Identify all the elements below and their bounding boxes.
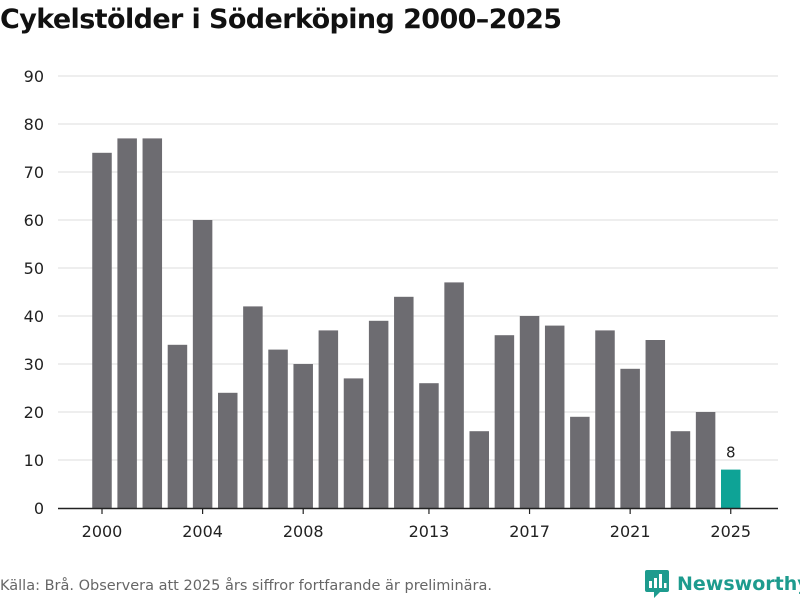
bar-2018 — [544, 325, 565, 508]
y-tick-label: 0 — [34, 499, 44, 518]
bar-2013 — [419, 383, 439, 508]
newsworthy-logo-icon — [645, 570, 669, 598]
data-label-2025: 8 — [726, 444, 736, 462]
bar-2023 — [670, 431, 691, 508]
x-tick-label: 2004 — [182, 522, 223, 541]
x-tick-label: 2017 — [509, 522, 550, 541]
y-tick-label: 10 — [24, 451, 44, 470]
y-tick-label: 60 — [24, 211, 44, 230]
x-tick-label: 2000 — [82, 522, 123, 541]
bar-2011 — [368, 320, 389, 508]
brand-logo[interactable]: Newsworthy — [644, 569, 800, 599]
y-tick-label: 80 — [24, 115, 44, 134]
bar-2000 — [92, 152, 112, 509]
y-tick-label: 30 — [24, 355, 44, 374]
bar-2021 — [620, 368, 640, 508]
source-note: Källa: Brå. Observera att 2025 års siffr… — [0, 578, 492, 594]
x-tick-label: 2013 — [409, 522, 450, 541]
y-tick-label: 90 — [24, 67, 44, 86]
bar-chart: 0 10 20 30 40 50 60 70 80 90 8 2000 2004 2008 2013 2017… — [24, 67, 778, 541]
x-tick-label: 2025 — [710, 522, 751, 541]
y-tick-label: 20 — [24, 403, 44, 422]
bar-2010 — [343, 378, 364, 508]
bar-2024 — [695, 412, 716, 508]
bar-2019 — [570, 416, 590, 508]
x-tick-label: 2008 — [283, 522, 324, 541]
bar-2005 — [218, 392, 238, 508]
bar-2008 — [293, 364, 313, 508]
bar-2007 — [268, 349, 288, 508]
bar-2014 — [444, 282, 464, 508]
bar-2006 — [243, 306, 263, 508]
y-tick-label: 40 — [24, 307, 44, 326]
bar-2004 — [192, 220, 213, 508]
brand-name: Newsworthy — [677, 573, 800, 595]
bar-2022 — [645, 340, 666, 508]
chart-title: Cykelstölder i Söderköping 2000–2025 — [0, 4, 562, 35]
bar-2020 — [595, 330, 615, 508]
bar-2009 — [318, 330, 339, 508]
x-tick-label: 2021 — [610, 522, 651, 541]
bar-2016 — [494, 335, 515, 508]
bar-2012 — [394, 296, 414, 508]
bar-2017 — [519, 316, 540, 508]
bar-2015 — [469, 431, 489, 508]
bar-2025 — [721, 469, 741, 508]
bar-2002 — [142, 138, 163, 508]
y-tick-label: 70 — [24, 163, 44, 182]
y-tick-label: 50 — [24, 259, 44, 278]
bar-2003 — [167, 344, 188, 508]
bar-2001 — [117, 138, 137, 508]
